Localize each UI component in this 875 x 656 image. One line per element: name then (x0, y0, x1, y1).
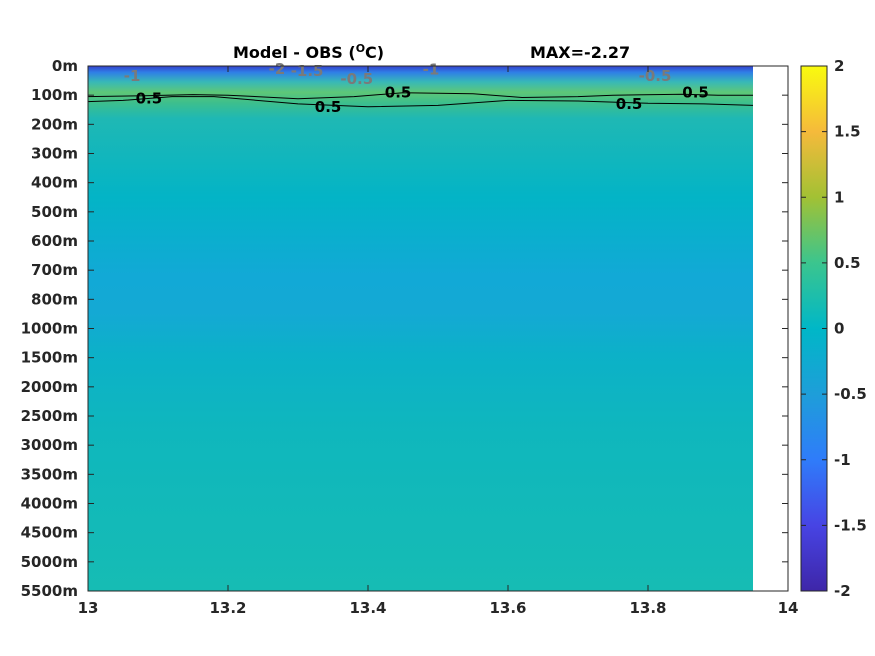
y-tick-label: 5500m (21, 582, 78, 600)
y-tick-label: 300m (31, 145, 78, 163)
colorbar-tick-label: -2 (834, 582, 851, 600)
y-tick-label: 0m (52, 57, 78, 75)
title-unit-tail: C) (365, 43, 384, 62)
temperature-difference-field (88, 66, 753, 591)
x-tick-label: 13 (78, 599, 99, 617)
contour-label: -2 (269, 60, 286, 78)
y-tick-label: 500m (31, 203, 78, 221)
max-label: MAX=-2.27 (530, 43, 630, 62)
contour-label: 0.5 (136, 90, 163, 108)
y-tick-label: 3000m (21, 436, 78, 454)
x-axis: 13 13.2 13.4 13.6 13.8 14 (78, 66, 799, 617)
contour-label: -0.5 (340, 70, 373, 88)
contour-line-0.5 (87, 92, 753, 100)
x-tick-label: 13.4 (349, 599, 386, 617)
section-plot: 0.5 0.5 0.5 0.5 0.5 -1 -2 -1.5 -0.5 -1 -0.5 13 13.2… (21, 57, 799, 617)
y-tick-label: 100m (31, 86, 78, 104)
colorbar-tick-label: 1 (834, 188, 844, 206)
title-unit-sup: O (356, 42, 365, 55)
contour-label: 0.5 (315, 98, 342, 116)
y-tick-label: 3500m (21, 465, 78, 483)
contour-label: -1.5 (291, 62, 324, 80)
contour-label: -1 (124, 67, 141, 85)
y-tick-label: 4000m (21, 495, 78, 513)
x-tick-label: 13.6 (489, 599, 526, 617)
contour-label: -1 (423, 61, 440, 79)
colorbar-tick-label: 0 (834, 320, 844, 338)
y-tick-label: 700m (31, 261, 78, 279)
y-tick-label: 5000m (21, 553, 78, 571)
contour-label: -0.5 (639, 67, 672, 85)
y-tick-label: 2000m (21, 378, 78, 396)
y-tick-label: 1000m (21, 320, 78, 338)
contour-line-0.5-lower (87, 96, 754, 108)
x-tick-label: 14 (778, 599, 799, 617)
colorbar-tick-label: 1.5 (834, 123, 861, 141)
x-tick-label: 13.8 (629, 599, 666, 617)
colorbar-tick-label: 2 (834, 57, 844, 75)
y-tick-label: 200m (31, 115, 78, 133)
colorbar-ticks: 2 1.5 1 0.5 0 -0.5 -1 -1.5 -2 (801, 57, 867, 600)
colorbar-tick-label: -0.5 (834, 385, 867, 403)
y-tick-label: 2500m (21, 407, 78, 425)
x-tick-label: 13.2 (209, 599, 246, 617)
colorbar: 2 1.5 1 0.5 0 -0.5 -1 -1.5 -2 (800, 57, 867, 600)
colorbar-tick-label: -1.5 (834, 516, 867, 534)
y-tick-label: 4500m (21, 524, 78, 542)
chart-title: Model - OBS (OC) (233, 42, 384, 62)
y-tick-label: 1500m (21, 349, 78, 367)
y-tick-label: 600m (31, 232, 78, 250)
y-axis: 0m 100m 200m 300m 400m 500m 600m 700m 800m 1000m 1… (21, 57, 788, 600)
contour-label: 0.5 (616, 95, 643, 113)
y-tick-label: 400m (31, 174, 78, 192)
contour-label: 0.5 (385, 83, 412, 101)
colorbar-tick-label: 0.5 (834, 254, 861, 272)
colorbar-tick-label: -1 (834, 451, 851, 469)
contour-label: 0.5 (682, 83, 709, 101)
y-tick-label: 800m (31, 290, 78, 308)
